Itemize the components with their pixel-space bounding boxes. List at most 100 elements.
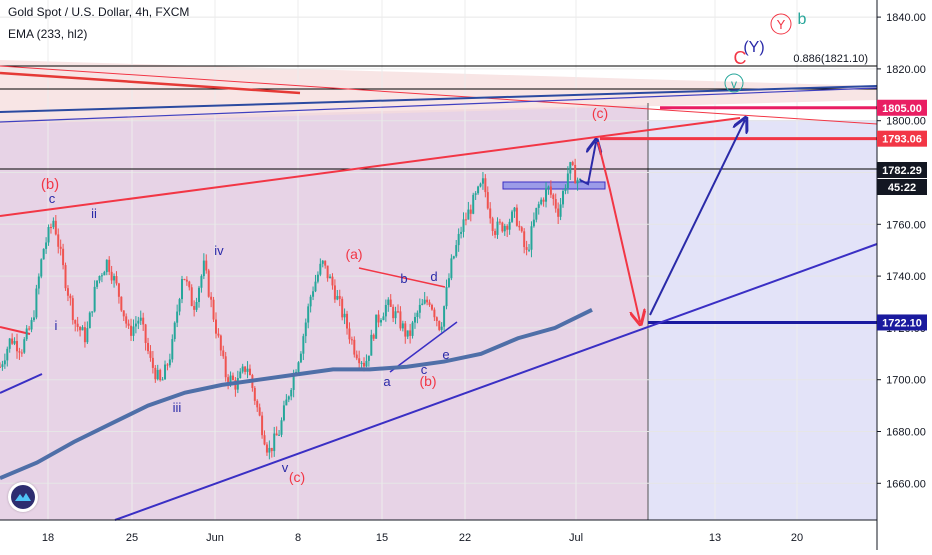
candle-body [428,302,431,305]
candle-body [411,322,414,336]
candle-body [100,275,103,277]
candle-body [537,204,540,208]
candle-body [86,328,89,343]
candle-body [74,320,77,324]
candle-body [47,227,50,243]
candle-body [409,330,412,336]
time-tick-label: 22 [459,532,471,544]
price-tag-label: 1782.29 [882,165,922,177]
candle-body [331,276,334,286]
candle-body [384,304,387,317]
candle-body [484,178,487,193]
candle-body [312,291,315,297]
candle-body [113,276,116,281]
candle-body [392,306,395,319]
candle-body [566,173,569,189]
candle-body [159,369,162,381]
candle-body [52,220,55,228]
wave-shaded-area [0,105,648,520]
candle-body [363,362,366,367]
candle-body [139,317,142,321]
candle-body [229,375,232,383]
indicator-label: EMA (233, hl2) [8,27,88,41]
wave-label: (b) [419,373,436,389]
candle-body [222,350,225,357]
candle-body [569,162,572,174]
trendline [0,65,878,125]
candle-body [98,275,101,281]
candle-body [287,396,290,400]
wave-label: (a) [345,246,362,262]
candle-body [343,313,346,318]
candle-body [83,327,86,343]
candle-body [355,354,358,359]
wave-label: (Y) [743,39,764,56]
candle-body [156,369,159,380]
candle-body [270,447,273,452]
candle-body [503,225,506,232]
candle-body [523,231,526,248]
candle-body [452,256,455,259]
candle-body [511,211,514,222]
trendline [114,243,878,521]
trendline [389,321,458,373]
candle-body [532,219,535,227]
candle-body [338,295,341,299]
candle-body [278,434,281,436]
candle-body [227,377,230,383]
candle-body [421,303,424,305]
candle-body [20,352,23,354]
candle-body [564,188,567,192]
consolidation-box [502,181,606,190]
price-tick-label: 1700.00 [886,375,926,387]
price-tick-label: 1760.00 [886,219,926,231]
candle-body [122,310,125,317]
time-tick-label: 25 [126,532,138,544]
candle-body [336,295,339,300]
candle-body [430,304,433,310]
candle-body [185,279,188,282]
candle-body [438,320,441,330]
candle-body [464,219,467,221]
wave-label: b [400,271,407,286]
candle-body [173,322,176,340]
candle-body [319,263,322,275]
candle-body [168,359,171,366]
trendline [0,326,31,335]
candle-body [302,336,305,354]
candle-body [387,299,390,305]
candle-body [200,276,203,288]
candle-body [263,435,266,445]
candle-body [489,208,492,219]
candle-body [435,317,438,321]
candle-body [457,233,460,246]
candle-body [542,199,545,202]
candle-body [559,204,562,217]
candle-body [576,179,579,184]
candle-body [290,389,293,397]
candle-body [171,339,174,360]
candle-body [76,323,79,327]
candle-body [149,351,152,358]
candle-body [178,299,181,312]
candle-body [217,333,220,336]
candle-body [183,279,186,281]
candle-body [285,399,288,406]
candle-body [103,272,106,276]
candle-body [525,247,528,250]
candle-body [241,366,244,372]
candle-body [282,405,285,421]
candle-body [30,320,33,330]
candle-body [96,280,99,287]
candle-body [321,260,324,264]
candle-body [562,191,565,205]
candle-body [110,271,113,281]
price-tag-label: 1793.06 [882,134,922,146]
candle-body [401,323,404,329]
time-tick-label: 8 [295,532,301,544]
candle-body [59,246,62,249]
candle-body [69,295,72,299]
candle-body [433,309,436,318]
candle-body [399,311,402,329]
